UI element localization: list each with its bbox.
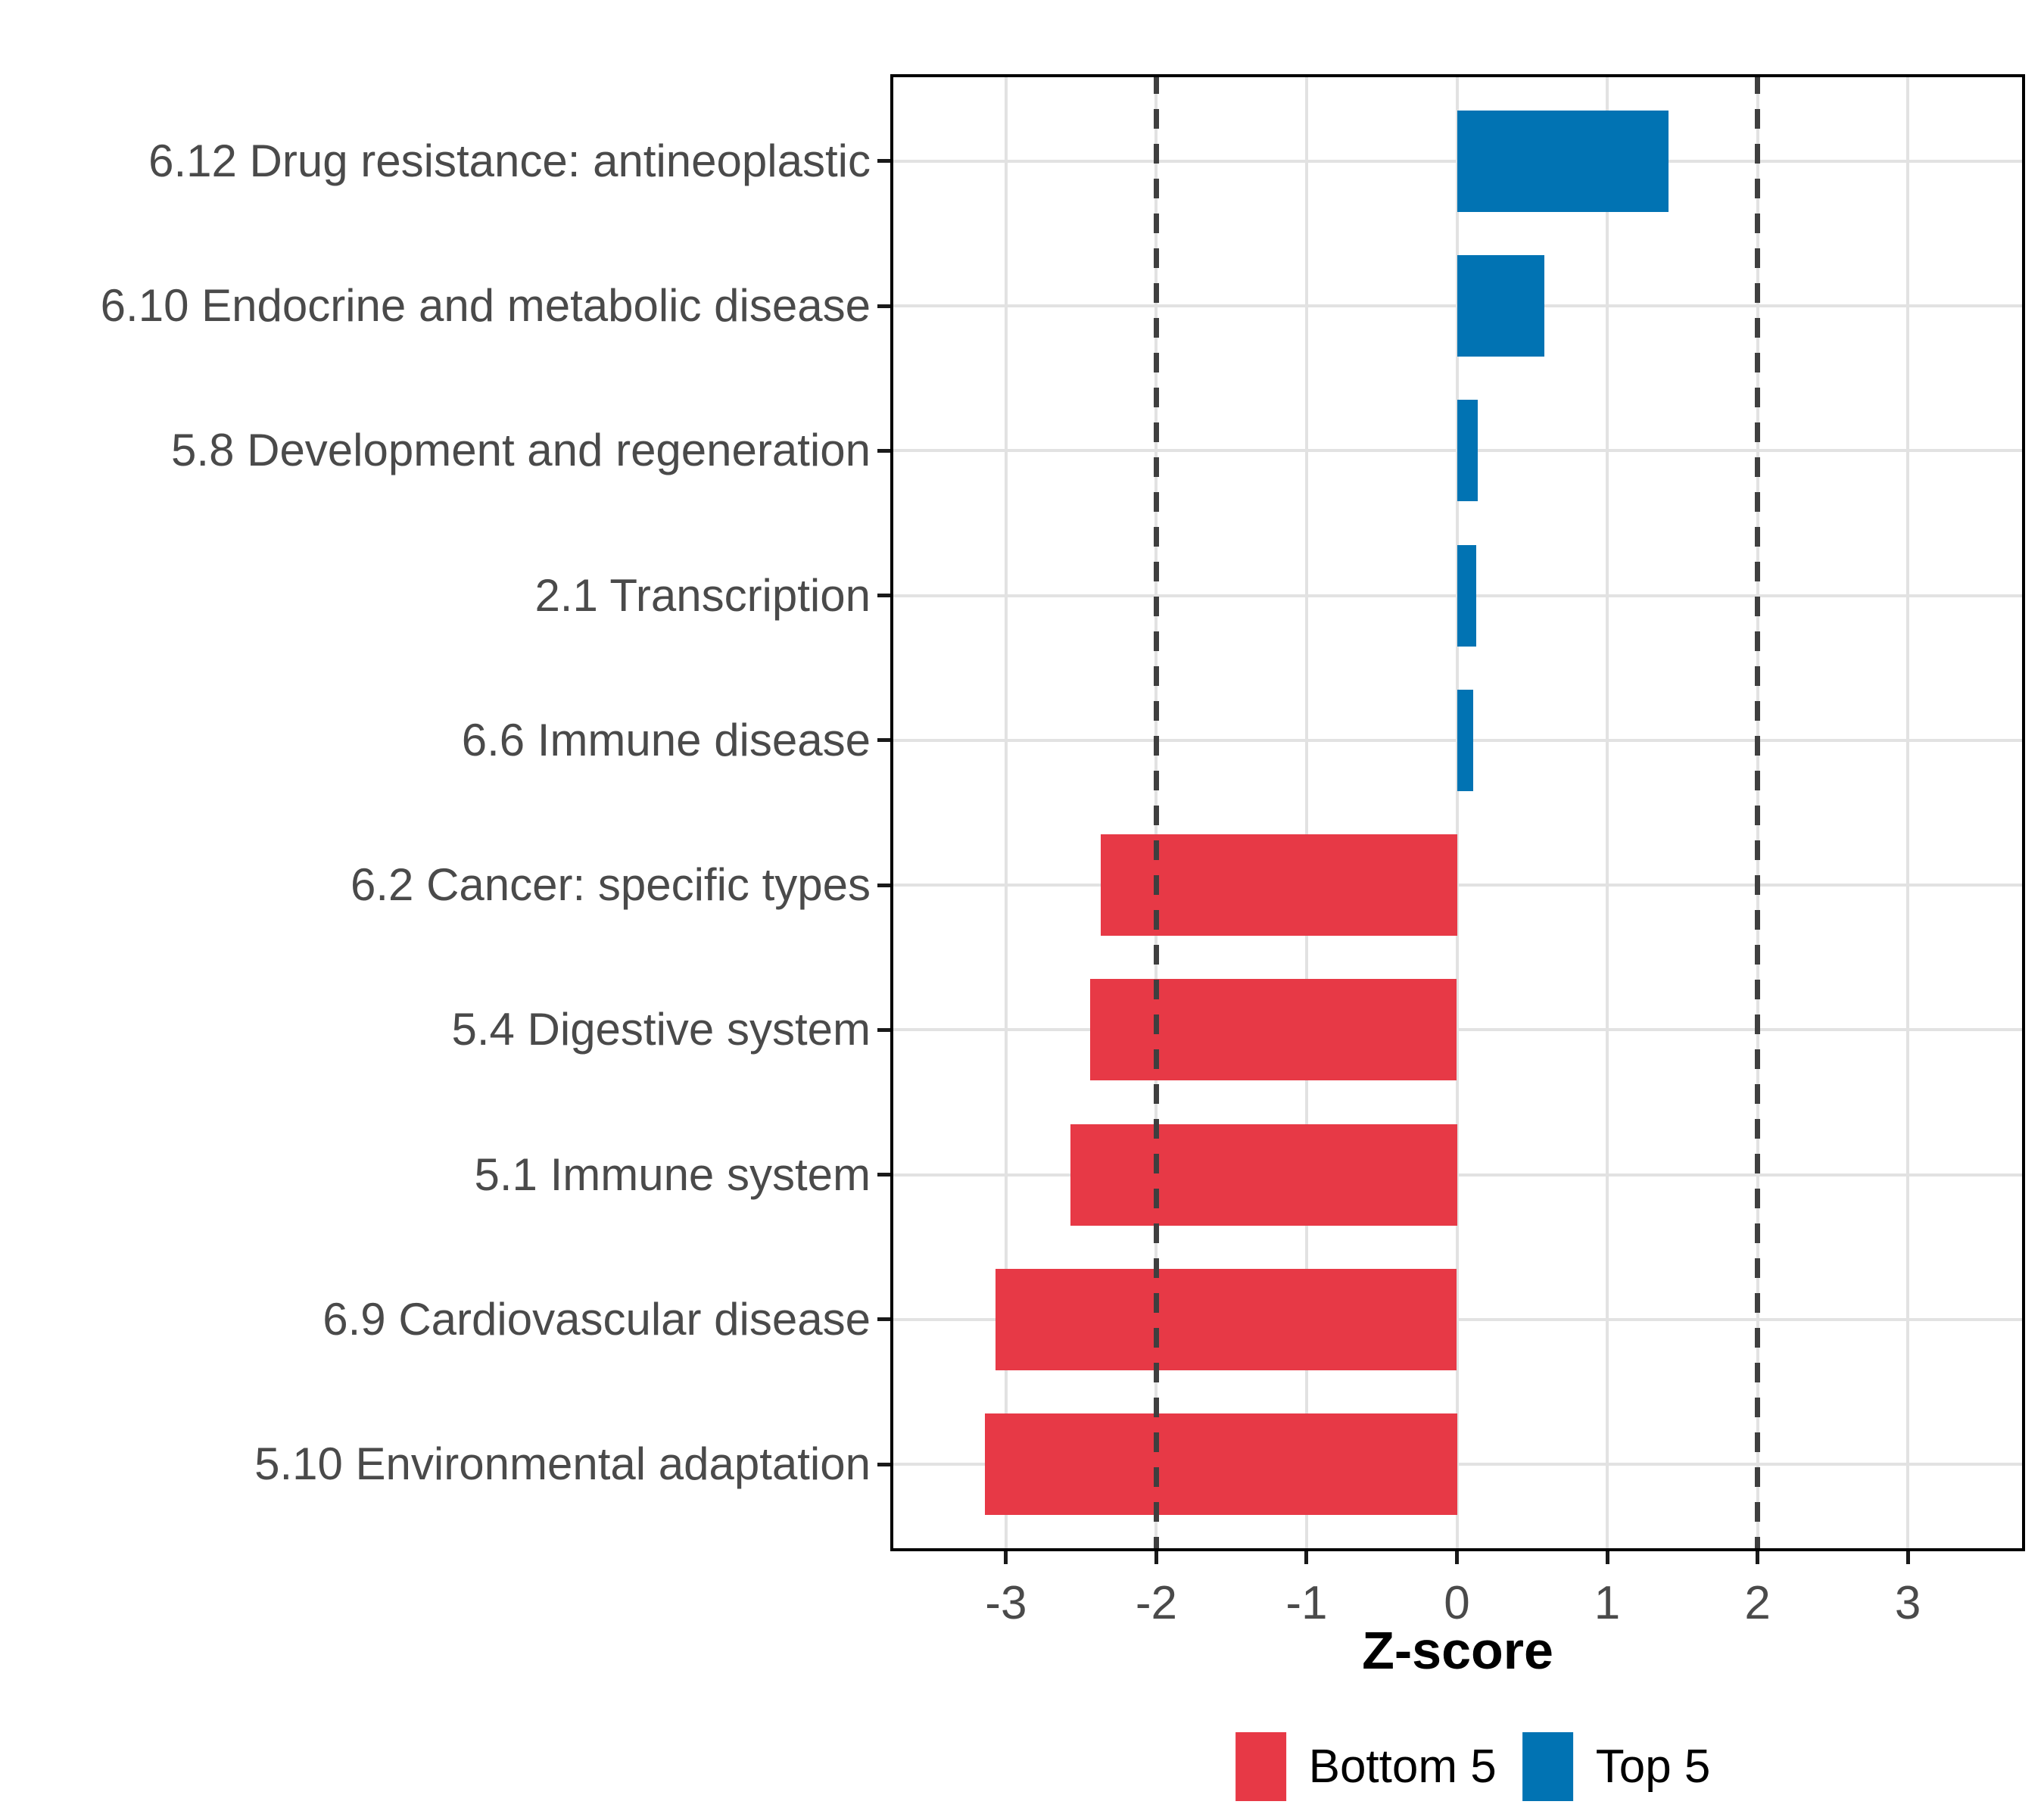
x-axis-title: Z-score [1362, 1621, 1553, 1680]
x-tick-label: -1 [1285, 1577, 1328, 1629]
x-tick-label: -2 [1135, 1577, 1177, 1629]
legend-key [1522, 1732, 1573, 1801]
y-axis-label: 5.1 Immune system [474, 1148, 871, 1200]
bar [985, 1413, 1457, 1516]
bar [1457, 255, 1544, 357]
legend-label: Top 5 [1595, 1741, 1711, 1793]
x-axis-tick [1455, 1551, 1459, 1564]
y-axis-tick [877, 883, 890, 887]
y-axis-label: 2.1 Transcription [534, 569, 871, 621]
y-axis-tick [877, 304, 890, 308]
x-axis-tick [1905, 1551, 1910, 1564]
bar [1070, 1124, 1457, 1226]
y-axis-label: 6.6 Immune disease [461, 714, 871, 765]
legend-label: Bottom 5 [1308, 1741, 1497, 1793]
legend-key [1235, 1732, 1286, 1801]
horizontal-gridline [890, 1317, 2025, 1321]
y-axis-tick [877, 738, 890, 743]
y-axis-label: 5.10 Environmental adaptation [254, 1438, 871, 1490]
y-axis-tick [877, 448, 890, 453]
x-tick-label: 1 [1594, 1577, 1621, 1629]
reference-line [1755, 74, 1761, 1551]
y-axis-label: 5.8 Development and regeneration [171, 425, 871, 476]
reference-line [1153, 74, 1159, 1551]
bar [1090, 979, 1457, 1081]
x-axis-tick [1154, 1551, 1158, 1564]
horizontal-gridline [890, 1028, 2025, 1032]
bar [1457, 400, 1478, 502]
y-axis-label: 6.12 Drug resistance: antineoplastic [148, 135, 871, 186]
x-tick-label: -3 [985, 1577, 1027, 1629]
bar [1100, 834, 1457, 937]
horizontal-gridline [890, 1173, 2025, 1177]
x-axis-tick [1004, 1551, 1008, 1564]
y-axis-label: 6.2 Cancer: specific types [351, 859, 871, 911]
x-axis-tick [1304, 1551, 1309, 1564]
y-axis-tick [877, 1027, 890, 1032]
y-axis-label: 5.4 Digestive system [451, 1004, 871, 1055]
horizontal-gridline [890, 1463, 2025, 1466]
y-axis-tick [877, 1317, 890, 1322]
y-axis-label: 6.9 Cardiovascular disease [322, 1293, 871, 1345]
bar [1457, 110, 1669, 212]
x-tick-label: 0 [1444, 1577, 1470, 1629]
x-axis-tick [1605, 1551, 1609, 1564]
y-axis-tick [877, 594, 890, 598]
vertical-gridline [1906, 74, 1910, 1551]
bar [1457, 689, 1474, 791]
legend: Bottom 5 Top 5 [1235, 1732, 1711, 1801]
legend-item: Bottom 5 [1235, 1732, 1497, 1801]
legend-item: Top 5 [1522, 1732, 1711, 1801]
vertical-gridline [1606, 74, 1609, 1551]
x-tick-label: 2 [1744, 1577, 1771, 1629]
y-axis-tick [877, 1173, 890, 1177]
vertical-gridline [1455, 74, 1459, 1551]
vertical-gridline [1004, 74, 1008, 1551]
y-axis-label: 6.10 Endocrine and metabolic disease [100, 280, 871, 332]
y-axis-tick [877, 1462, 890, 1466]
y-axis-tick [877, 159, 890, 164]
vertical-gridline [1304, 74, 1308, 1551]
bar [1457, 544, 1477, 647]
bar [995, 1269, 1457, 1370]
x-axis-tick [1756, 1551, 1760, 1564]
horizontal-gridline [890, 884, 2025, 887]
x-tick-label: 3 [1894, 1577, 1921, 1629]
plot-panel [890, 74, 2025, 1551]
